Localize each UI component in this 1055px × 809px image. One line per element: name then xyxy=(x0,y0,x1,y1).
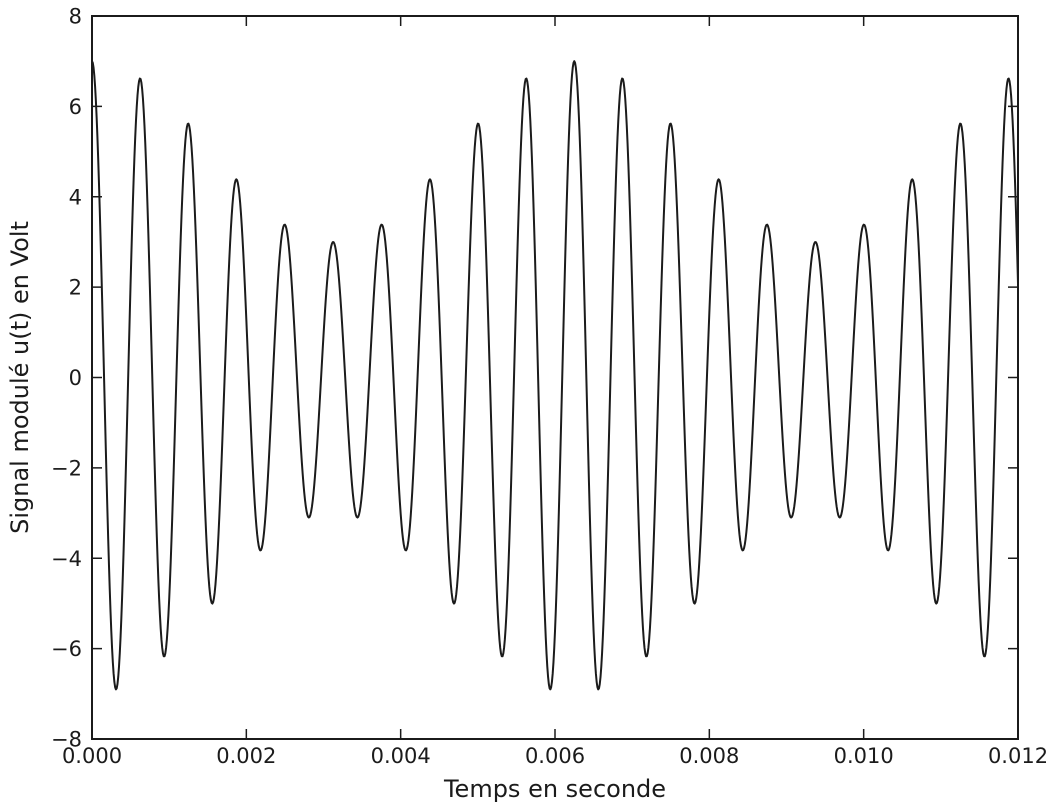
y-axis-label: Signal modulé u(t) en Volt xyxy=(6,221,34,534)
y-tick-label: 4 xyxy=(69,185,82,209)
y-tick-label: 6 xyxy=(69,95,82,119)
y-tick-label: 8 xyxy=(69,5,82,29)
x-tick-label: 0.006 xyxy=(525,744,585,768)
y-tick-label: 0 xyxy=(69,366,82,390)
x-tick-label: 0.000 xyxy=(62,744,122,768)
signal-line xyxy=(91,60,1019,691)
x-tick-label: 0.010 xyxy=(834,744,894,768)
x-tick-label: 0.012 xyxy=(988,744,1048,768)
x-tick-label: 0.002 xyxy=(216,744,276,768)
axis-ticks xyxy=(91,15,1019,740)
x-tick-label: 0.004 xyxy=(371,744,431,768)
x-axis-label: Temps en seconde xyxy=(443,775,666,803)
y-tick-label: −2 xyxy=(51,456,82,480)
y-tick-label: 2 xyxy=(69,276,82,300)
y-tick-label: −4 xyxy=(51,547,82,571)
x-tick-label: 0.008 xyxy=(679,744,739,768)
y-tick-label: −6 xyxy=(51,637,82,661)
y-tick-label: −8 xyxy=(51,728,82,752)
axis-tick-labels: 0.000 0.002 0.004 0.006 0.008 0.010 0.012 −8 −6 −… xyxy=(51,5,1048,769)
